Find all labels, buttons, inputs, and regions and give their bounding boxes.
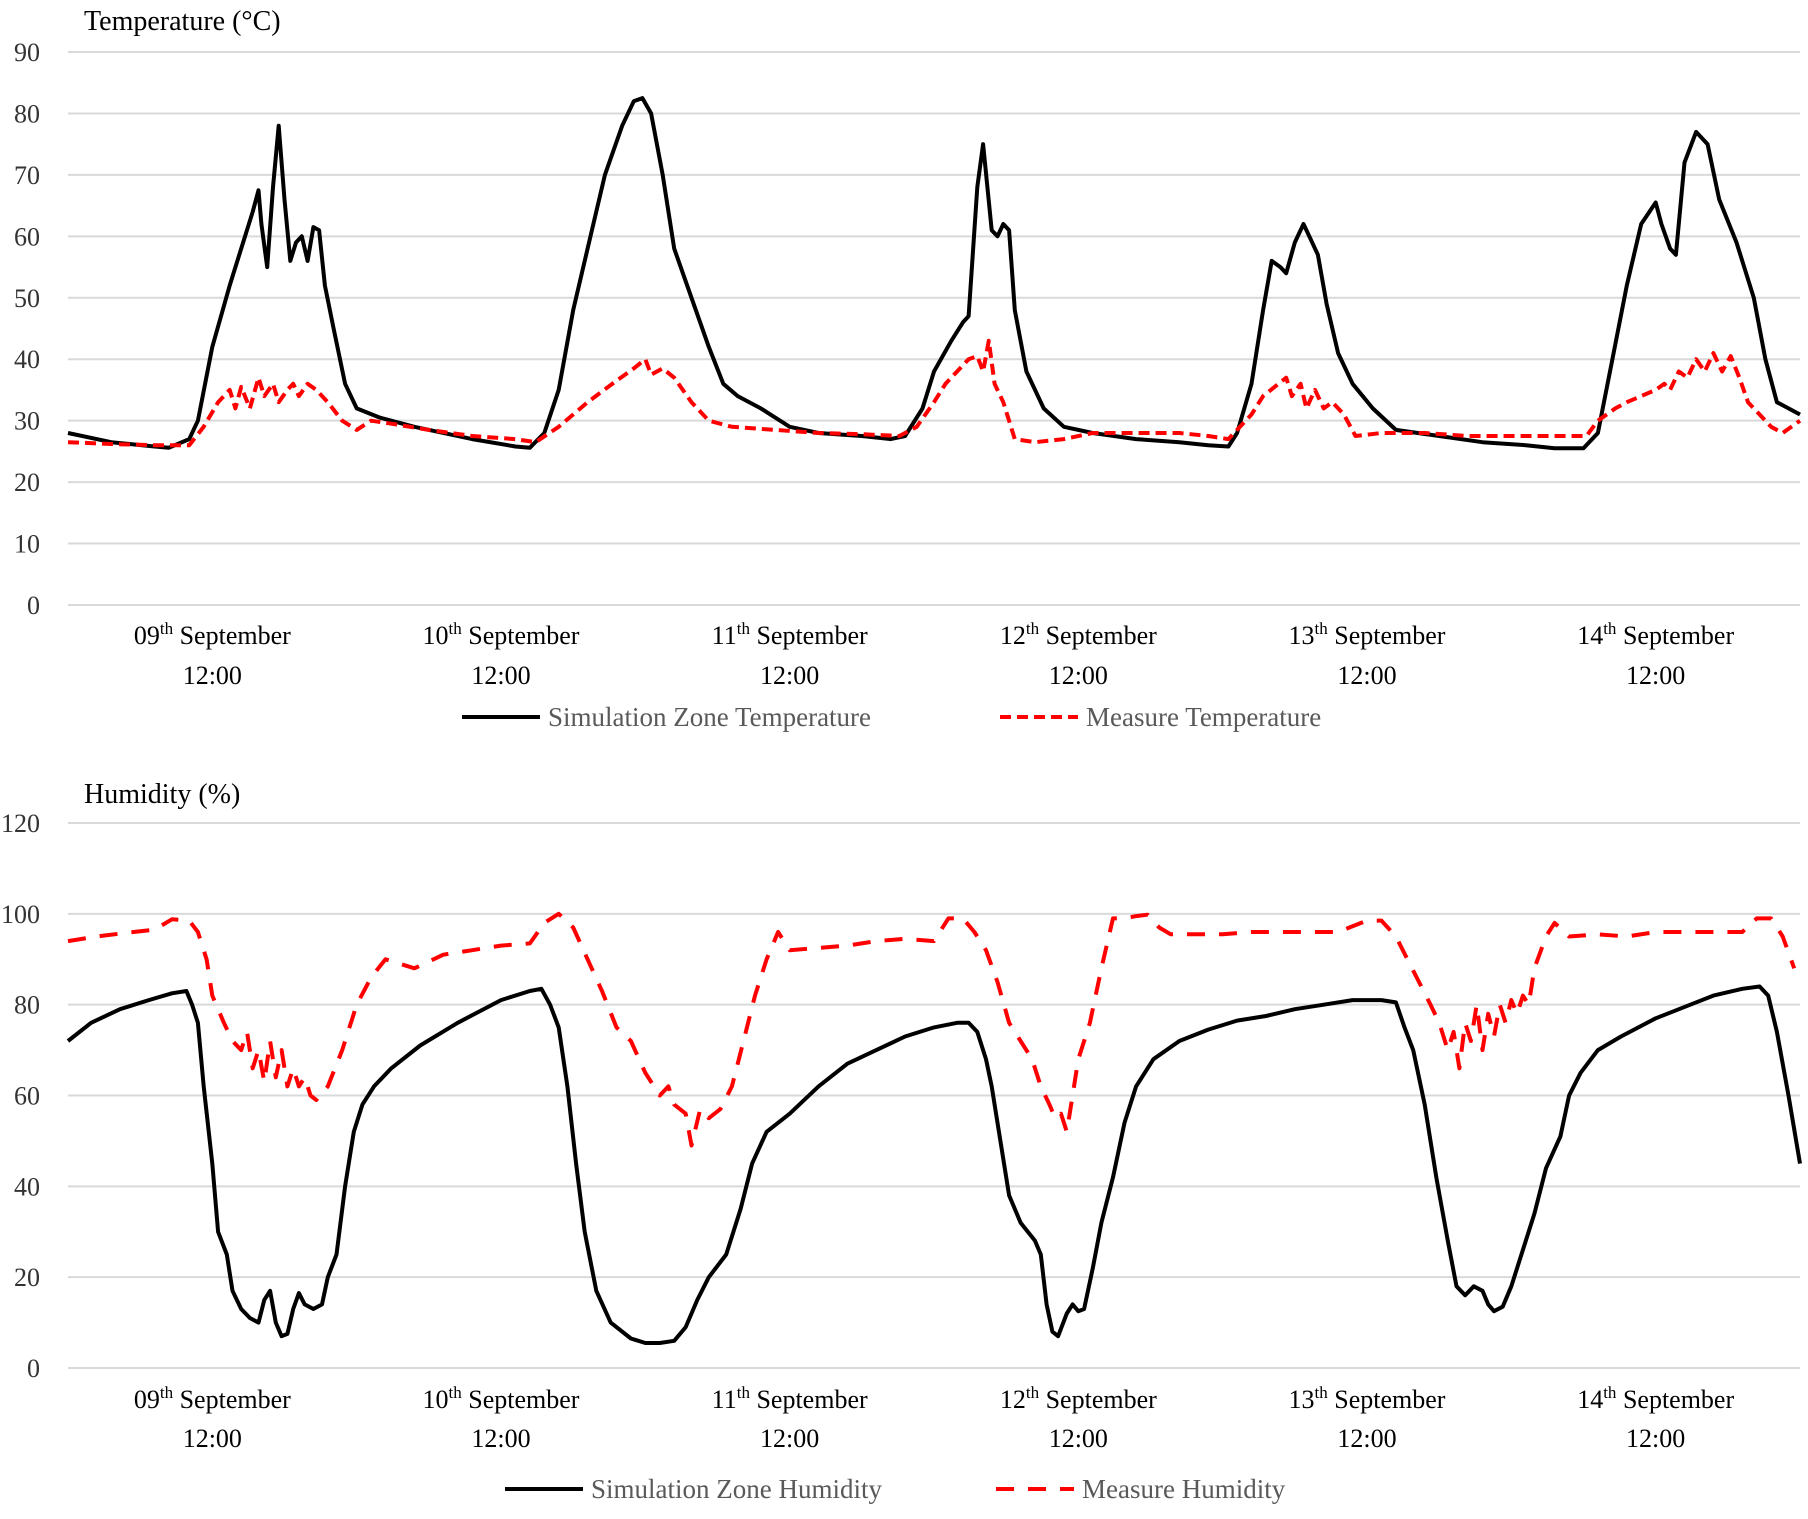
temperature-x-tick-label: 11th September	[712, 619, 868, 650]
temperature-x-tick-label: 14th September	[1577, 619, 1734, 650]
temperature-y-tick-label: 90	[14, 38, 40, 67]
humidity-chart: Humidity (%) 0 20 40 60 80 100 120 09th Septembe…	[1, 779, 1802, 1504]
humidity-x-tick-label: 10th September	[423, 1383, 580, 1414]
humidity-y-tick-label: 100	[1, 900, 40, 929]
temperature-legend-label: Simulation Zone Temperature	[548, 702, 871, 732]
humidity-x-tick-time: 12:00	[1337, 1424, 1396, 1453]
temperature-x-tick-label: 12th September	[1000, 619, 1157, 650]
temperature-series-simulation-line	[67, 96, 1801, 451]
temperature-x-tick-time: 12:00	[1626, 661, 1685, 690]
humidity-x-tick-time: 12:00	[1626, 1424, 1685, 1453]
humidity-x-tick-label: 11th September	[712, 1383, 868, 1414]
temperature-x-tick-time: 12:00	[471, 661, 530, 690]
temperature-x-tick-label: 13th September	[1289, 619, 1446, 650]
humidity-x-tick-time: 12:00	[760, 1424, 819, 1453]
temperature-x-tick-time: 12:00	[183, 661, 242, 690]
humidity-x-tick-time: 12:00	[1049, 1424, 1108, 1453]
temperature-y-tick-label: 70	[14, 161, 40, 190]
temperature-x-tick-time: 12:00	[1337, 661, 1396, 690]
humidity-y-tick-label: 80	[14, 991, 40, 1020]
temperature-y-tick-label: 60	[14, 222, 40, 251]
humidity-x-tick-time: 12:00	[471, 1424, 530, 1453]
temperature-y-tick-label: 50	[14, 284, 40, 313]
temperature-x-tick-label: 10th September	[423, 619, 580, 650]
temperature-x-tick-time: 12:00	[1049, 661, 1108, 690]
temperature-legend-label: Measure Temperature	[1086, 702, 1321, 732]
humidity-y-tick-label: 60	[14, 1082, 40, 1111]
temperature-x-tick-label: 09th September	[134, 619, 291, 650]
temperature-chart-title: Temperature (°C)	[84, 6, 281, 37]
humidity-x-tick-label: 13th September	[1289, 1383, 1446, 1414]
humidity-x-tick-label: 12th September	[1000, 1383, 1157, 1414]
humidity-y-tick-label: 20	[14, 1263, 40, 1292]
humidity-legend-label: Simulation Zone Humidity	[591, 1474, 882, 1504]
temperature-x-tick-time: 12:00	[760, 661, 819, 690]
humidity-y-tick-label: 120	[1, 809, 40, 838]
humidity-x-tick-label: 14th September	[1577, 1383, 1734, 1414]
temperature-y-tick-label: 0	[27, 591, 40, 620]
humidity-series-simulation-line	[66, 984, 1802, 1345]
humidity-legend-label: Measure Humidity	[1082, 1474, 1286, 1504]
temperature-y-tick-label: 20	[14, 468, 40, 497]
humidity-series-measure-line	[67, 911, 1797, 1148]
humidity-y-tick-label: 0	[27, 1354, 40, 1383]
temperature-y-tick-label: 80	[14, 99, 40, 128]
humidity-x-tick-label: 09th September	[134, 1383, 291, 1414]
temperature-series-measure-line	[67, 338, 1802, 448]
temperature-y-tick-label: 40	[14, 345, 40, 374]
temperature-y-tick-label: 30	[14, 407, 40, 436]
humidity-x-tick-time: 12:00	[183, 1424, 242, 1453]
humidity-y-tick-label: 40	[14, 1172, 40, 1201]
temperature-y-tick-label: 10	[14, 530, 40, 559]
temperature-chart: Temperature (°C) 0 10 20 30 40 50 60 70 80 90 09th …	[14, 6, 1802, 732]
humidity-chart-title: Humidity (%)	[84, 779, 240, 810]
